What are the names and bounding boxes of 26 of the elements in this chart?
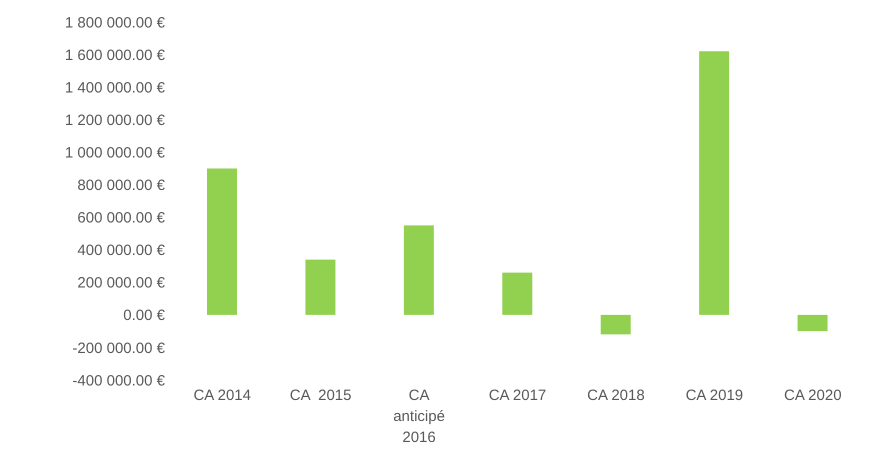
x-tick-label: CA 2015 xyxy=(290,387,352,404)
bar xyxy=(699,51,730,315)
y-tick-label: 400 000.00 € xyxy=(77,242,166,260)
y-tick-label: -400 000.00 € xyxy=(72,372,166,390)
x-tick-label: CA 2014 xyxy=(193,387,251,404)
y-tick-label: 1 800 000.00 € xyxy=(64,14,166,32)
y-tick-label: 1 600 000.00 € xyxy=(64,46,166,64)
bar xyxy=(502,272,532,315)
bar xyxy=(798,314,828,332)
y-tick-label: 1 400 000.00 € xyxy=(64,79,166,96)
x-tick-label: CA anticipé 2016 xyxy=(393,387,445,446)
y-tick-label: 1 000 000.00 € xyxy=(64,144,166,162)
bar xyxy=(600,314,631,334)
y-tick-label: -200 000.00 € xyxy=(72,340,166,357)
y-tick-label: 200 000.00 € xyxy=(77,274,166,292)
x-tick-label: CA 2017 xyxy=(488,387,546,404)
bar xyxy=(305,260,336,315)
y-tick-label: 0.00 € xyxy=(123,307,166,324)
x-tick-label: CA 2019 xyxy=(686,387,744,404)
y-tick-label: 600 000.00 € xyxy=(77,210,166,227)
x-tick-label: CA 2018 xyxy=(587,387,645,404)
y-tick-label: 1 200 000.00 € xyxy=(64,112,166,129)
y-tick-label: 800 000.00 € xyxy=(77,177,166,194)
x-tick-label: CA 2020 xyxy=(784,387,842,404)
bar xyxy=(404,225,434,315)
bar xyxy=(207,168,237,315)
